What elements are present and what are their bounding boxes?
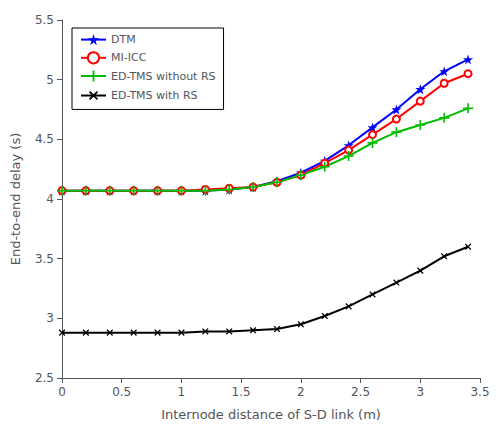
svg-text:3.5: 3.5: [470, 385, 489, 399]
svg-text:4.5: 4.5: [35, 132, 54, 146]
svg-text:2.5: 2.5: [351, 385, 370, 399]
svg-text:4: 4: [46, 192, 54, 206]
svg-text:1.5: 1.5: [232, 385, 251, 399]
svg-text:ED-TMS with RS: ED-TMS with RS: [111, 89, 198, 102]
svg-text:MI-ICC: MI-ICC: [111, 51, 147, 64]
svg-text:0: 0: [58, 385, 66, 399]
svg-text:5: 5: [46, 73, 54, 87]
svg-text:3: 3: [46, 311, 54, 325]
svg-text:5.5: 5.5: [35, 13, 54, 27]
svg-text:Internode distance of S-D link: Internode distance of S-D link (m): [161, 407, 381, 422]
svg-text:0.5: 0.5: [112, 385, 131, 399]
svg-text:DTM: DTM: [111, 33, 136, 46]
svg-text:ED-TMS without RS: ED-TMS without RS: [111, 70, 216, 83]
svg-text:3: 3: [416, 385, 424, 399]
svg-text:2.5: 2.5: [35, 371, 54, 385]
svg-text:2: 2: [297, 385, 305, 399]
svg-text:3.5: 3.5: [35, 252, 54, 266]
svg-text:End-to-end delay (s): End-to-end delay (s): [8, 133, 23, 266]
svg-text:1: 1: [178, 385, 186, 399]
